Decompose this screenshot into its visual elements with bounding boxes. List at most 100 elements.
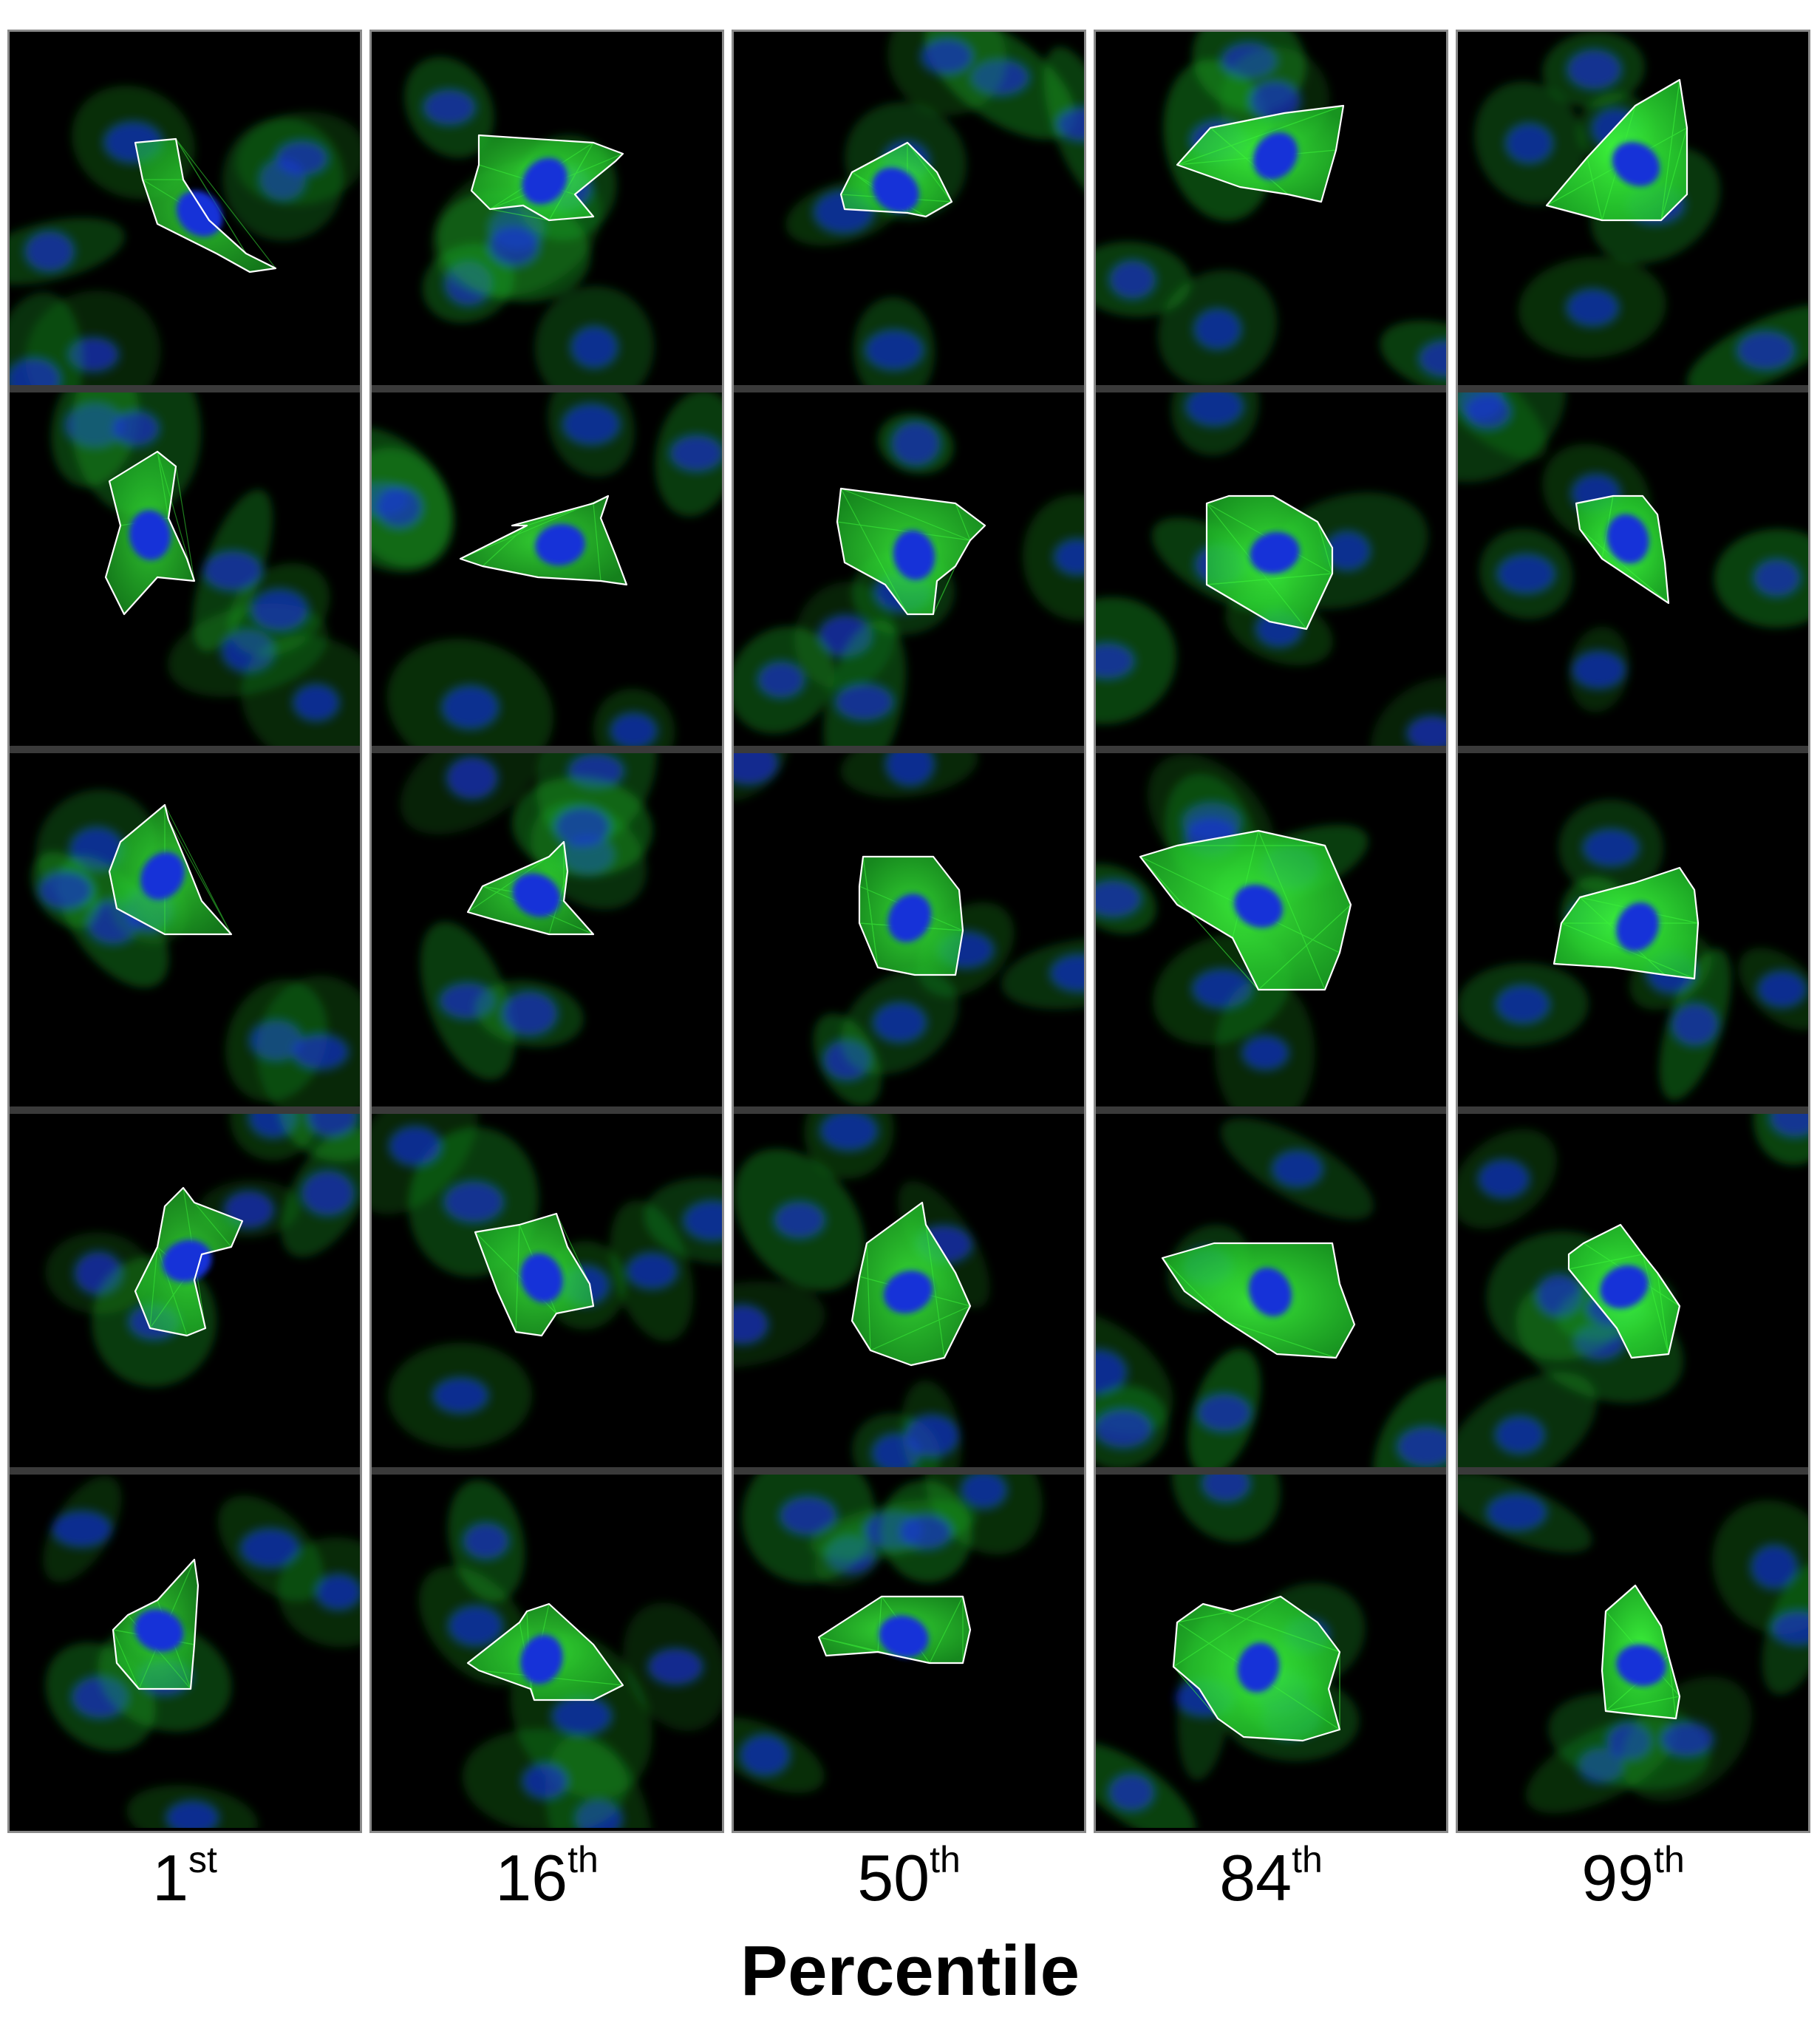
percentile-column-1 (7, 30, 362, 1833)
background-cells (418, 1480, 722, 1828)
cell-outline (817, 1595, 972, 1665)
cell-outline (134, 1186, 244, 1337)
micrograph-tile (1458, 392, 1808, 746)
ordinal-suffix: st (188, 1839, 217, 1880)
micrograph-tile (10, 1114, 360, 1467)
micrograph-tile (1096, 753, 1446, 1106)
background-cells (10, 85, 360, 385)
percentile-label: 99th (1456, 1839, 1810, 1916)
nucleus (879, 1615, 929, 1658)
row-separator (10, 385, 360, 392)
ordinal-suffix: th (1654, 1839, 1685, 1880)
percentile-number: 16 (495, 1841, 568, 1914)
cell-outline (112, 1558, 200, 1690)
cell-outline (470, 134, 624, 222)
cell-outline (474, 1212, 595, 1337)
nucleus (140, 851, 185, 900)
background-cells (734, 1475, 1043, 1793)
row-separator (372, 385, 722, 392)
micrograph-image (372, 753, 722, 1106)
micrograph-tile (1096, 392, 1446, 746)
percentile-label: 16th (369, 1839, 724, 1916)
micrograph-tile (734, 32, 1084, 385)
nucleus (522, 157, 568, 205)
cell-outline (836, 487, 986, 616)
background-cells (1096, 32, 1446, 385)
row-separator (372, 1467, 722, 1475)
percentile-number: 1 (152, 1841, 189, 1914)
row-separator (1458, 746, 1808, 753)
nucleus (129, 510, 171, 560)
micrograph-tile (372, 392, 722, 746)
micrograph-tile (10, 392, 360, 746)
micrograph-image (1458, 1475, 1808, 1828)
cell-outline (1601, 1584, 1681, 1720)
micrograph-tile (734, 753, 1084, 1106)
percentile-column-84 (1094, 30, 1448, 1833)
nucleus (1612, 141, 1660, 187)
nucleus (887, 894, 932, 942)
micrograph-tile (1096, 1114, 1446, 1467)
micrograph-tile (1458, 753, 1808, 1106)
cell-outline (851, 1201, 972, 1367)
micrograph-image (372, 1475, 722, 1828)
micrograph-image (372, 32, 722, 385)
row-separator (10, 746, 360, 753)
ordinal-suffix: th (1292, 1839, 1323, 1880)
micrograph-tile (10, 1475, 360, 1828)
nucleus (1600, 1265, 1649, 1309)
cell-outline (459, 494, 628, 586)
nucleus (1252, 132, 1298, 180)
micrograph-image (1458, 32, 1808, 385)
nucleus (872, 167, 919, 213)
cell-outline (134, 137, 277, 273)
nucleus (1237, 1642, 1280, 1693)
nucleus (1606, 514, 1649, 564)
cell-outline (1545, 78, 1688, 222)
micrograph-tile (372, 1475, 722, 1828)
percentile-label: 84th (1094, 1839, 1448, 1916)
micrograph-image (10, 32, 360, 385)
micrograph-image (1096, 392, 1446, 746)
row-separator (1096, 1467, 1446, 1475)
row-separator (734, 746, 1084, 753)
nucleus (535, 523, 585, 566)
micrograph-tile (734, 1475, 1084, 1828)
nucleus (1250, 531, 1300, 574)
percentile-column-50 (732, 30, 1086, 1833)
micrograph-image (1096, 753, 1446, 1106)
micrograph-image (734, 753, 1084, 1106)
micrograph-image (1458, 753, 1808, 1106)
cell-outline (1139, 829, 1352, 991)
micrograph-tile (10, 753, 360, 1106)
cell-outline (839, 141, 953, 218)
nucleus (1248, 1267, 1292, 1317)
micrograph-tile (1458, 1114, 1808, 1467)
micrograph-image (1096, 1475, 1446, 1828)
cell-outline (858, 855, 964, 976)
percentile-number: 84 (1219, 1841, 1292, 1914)
micrograph-tile (1096, 1475, 1446, 1828)
cell-outline (1205, 494, 1334, 630)
nucleus (176, 190, 223, 237)
cell-outline (108, 803, 233, 936)
cell-outline (1176, 104, 1345, 203)
nucleus (162, 1240, 212, 1282)
micrograph-tile (372, 753, 722, 1106)
row-separator (734, 1467, 1084, 1475)
micrograph-image (10, 1475, 360, 1828)
micrograph-tile (734, 392, 1084, 746)
micrograph-tile (1096, 32, 1446, 385)
percentile-column-99 (1456, 30, 1810, 1833)
percentile-number: 99 (1581, 1841, 1654, 1914)
ordinal-suffix: th (930, 1839, 961, 1880)
nucleus (1233, 884, 1284, 928)
micrograph-image (734, 1475, 1084, 1828)
micrograph-tile (1458, 1475, 1808, 1828)
background-cells (372, 392, 722, 746)
background-cells (43, 1476, 360, 1828)
nucleus (893, 530, 935, 580)
nucleus (883, 1271, 933, 1313)
percentile-label: 1st (7, 1839, 362, 1916)
